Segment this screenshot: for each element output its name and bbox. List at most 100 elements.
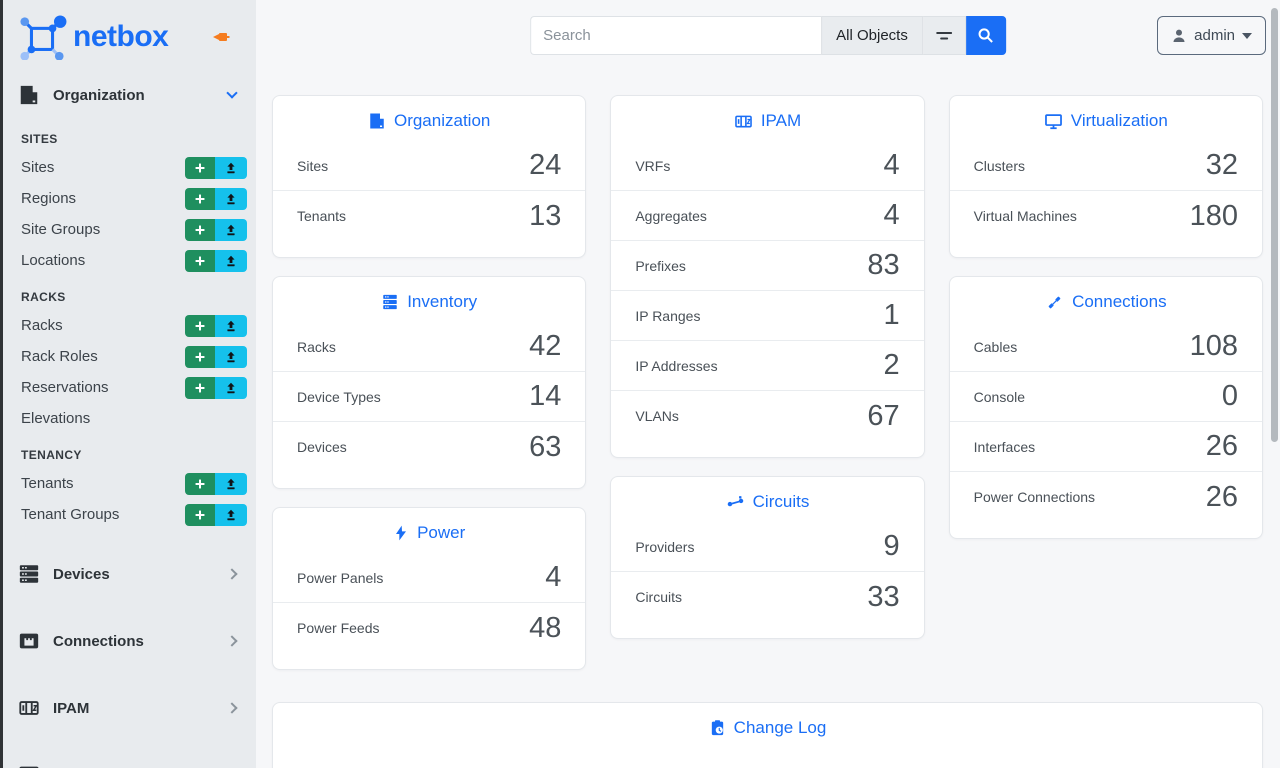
stat-label[interactable]: IP Ranges <box>635 307 701 324</box>
sidebar-item-locations[interactable]: Locations <box>3 245 256 276</box>
stat-label[interactable]: Virtual Machines <box>973 208 1077 224</box>
import-button[interactable] <box>215 187 247 210</box>
sidebar-item-label[interactable]: Racks <box>21 317 63 334</box>
stat-value[interactable]: 14 <box>529 380 562 412</box>
sidebar-item-regions[interactable]: Regions <box>3 183 256 214</box>
stat-value[interactable]: 180 <box>1189 199 1238 232</box>
stat-label[interactable]: Providers <box>635 538 695 555</box>
stat-label[interactable]: Cables <box>973 338 1018 355</box>
sidebar-item-label[interactable]: Regions <box>21 190 77 207</box>
inventory-card-title[interactable]: Inventory <box>273 277 585 322</box>
stat-value[interactable]: 67 <box>867 399 900 432</box>
stat-label[interactable]: Interfaces <box>973 438 1036 455</box>
sidebar-item-tenant-groups[interactable]: Tenant Groups <box>3 499 256 530</box>
stat-value[interactable]: 13 <box>529 199 562 232</box>
changelog-card-title[interactable]: Change Log <box>273 703 1262 748</box>
add-button[interactable] <box>185 156 215 179</box>
sidebar-item-label[interactable]: Reservations <box>21 379 109 396</box>
card-title-label[interactable]: IPAM <box>760 111 802 130</box>
sidebar-group-virtualization[interactable]: Virtualization <box>3 752 256 768</box>
add-button[interactable] <box>185 218 215 241</box>
card-title-label[interactable]: Inventory <box>407 292 478 311</box>
sidebar-item-rack-roles[interactable]: Rack Roles <box>3 341 256 372</box>
import-button[interactable] <box>215 345 247 368</box>
stat-value[interactable]: 26 <box>1205 480 1238 513</box>
connections-card-title[interactable]: Connections <box>950 277 1262 322</box>
sidebar-scroll-track[interactable] <box>0 0 3 768</box>
sidebar-item-site-groups[interactable]: Site Groups <box>3 214 256 245</box>
search-button[interactable] <box>965 16 1006 55</box>
sidebar-item-label[interactable]: Locations <box>21 252 86 269</box>
sidebar-item-label[interactable]: Tenants <box>21 475 74 492</box>
sidebar-item-sites[interactable]: Sites <box>3 152 256 183</box>
stat-label[interactable]: Tenants <box>297 208 347 224</box>
stat-value[interactable]: 83 <box>867 249 900 281</box>
add-button[interactable] <box>185 503 215 526</box>
stat-value[interactable]: 2 <box>883 349 900 381</box>
add-button[interactable] <box>185 314 215 337</box>
stat-value[interactable]: 26 <box>1205 430 1238 462</box>
virtualization-card-title[interactable]: Virtualization <box>950 96 1262 141</box>
sidebar-group-ipam[interactable]: IPAM <box>3 685 256 731</box>
sidebar-item-label[interactable]: Tenant Groups <box>21 506 120 523</box>
stat-value[interactable]: 4 <box>883 199 900 231</box>
import-button[interactable] <box>215 314 247 337</box>
organization-card-title[interactable]: Organization <box>273 96 585 141</box>
netbox-logo[interactable]: netbox <box>17 14 169 60</box>
sidebar-item-label[interactable]: Sites <box>21 159 55 176</box>
stat-value[interactable]: 108 <box>1189 330 1238 362</box>
stat-value[interactable]: 42 <box>529 330 562 362</box>
stat-label[interactable]: Prefixes <box>635 257 686 274</box>
user-menu-button[interactable]: admin <box>1157 16 1266 55</box>
sidebar-group-organization[interactable]: Organization <box>3 72 256 118</box>
stat-value[interactable]: 33 <box>867 580 900 613</box>
stat-value[interactable]: 0 <box>1221 380 1238 412</box>
stat-label[interactable]: Power Panels <box>297 569 384 586</box>
card-title-label[interactable]: Virtualization <box>1070 111 1168 130</box>
stat-label[interactable]: Racks <box>297 338 336 355</box>
add-button[interactable] <box>185 187 215 210</box>
stat-label[interactable]: VRFs <box>635 157 671 174</box>
card-title-label[interactable]: Change Log <box>733 718 827 737</box>
search-input[interactable] <box>530 16 822 55</box>
stat-value[interactable]: 24 <box>529 149 562 181</box>
sidebar-item-label[interactable]: Rack Roles <box>21 348 98 365</box>
stat-value[interactable]: 32 <box>1205 149 1238 181</box>
card-title-label[interactable]: Connections <box>1072 292 1167 311</box>
stat-label[interactable]: Circuits <box>635 589 682 605</box>
card-title-label[interactable]: Organization <box>393 111 491 130</box>
sidebar-item-label[interactable]: Site Groups <box>21 221 101 238</box>
stat-value[interactable]: 4 <box>883 149 900 181</box>
pin-sidebar-button[interactable] <box>212 30 230 44</box>
sidebar-group-connections[interactable]: Connections <box>3 618 256 664</box>
sidebar-item-label[interactable]: Elevations <box>21 410 91 427</box>
import-button[interactable] <box>215 472 247 495</box>
import-button[interactable] <box>215 218 247 241</box>
add-button[interactable] <box>185 472 215 495</box>
page-scrollbar[interactable] <box>1271 8 1278 442</box>
search-scope-dropdown[interactable]: All Objects <box>821 16 923 55</box>
stat-label[interactable]: Console <box>973 388 1026 405</box>
add-button[interactable] <box>185 376 215 399</box>
filter-button[interactable] <box>922 16 966 55</box>
stat-value[interactable]: 1 <box>883 299 900 331</box>
card-title-label[interactable]: Circuits <box>752 492 810 511</box>
stat-label[interactable]: Device Types <box>297 388 381 405</box>
circuits-card-title[interactable]: Circuits <box>611 477 923 522</box>
sidebar-item-racks[interactable]: Racks <box>3 310 256 341</box>
sidebar-item-reservations[interactable]: Reservations <box>3 372 256 403</box>
import-button[interactable] <box>215 376 247 399</box>
card-title-label[interactable]: Power <box>417 523 466 542</box>
sidebar-item-tenants[interactable]: Tenants <box>3 468 256 499</box>
stat-label[interactable]: Devices <box>297 439 347 455</box>
add-button[interactable] <box>185 345 215 368</box>
stat-label[interactable]: Power Feeds <box>297 620 380 636</box>
ipam-card-title[interactable]: IPAM <box>611 96 923 141</box>
import-button[interactable] <box>215 503 247 526</box>
stat-label[interactable]: Aggregates <box>635 207 707 224</box>
stat-value[interactable]: 9 <box>883 530 900 562</box>
stat-label[interactable]: Sites <box>297 157 329 174</box>
import-button[interactable] <box>215 156 247 179</box>
import-button[interactable] <box>215 249 247 272</box>
stat-value[interactable]: 63 <box>529 430 562 463</box>
